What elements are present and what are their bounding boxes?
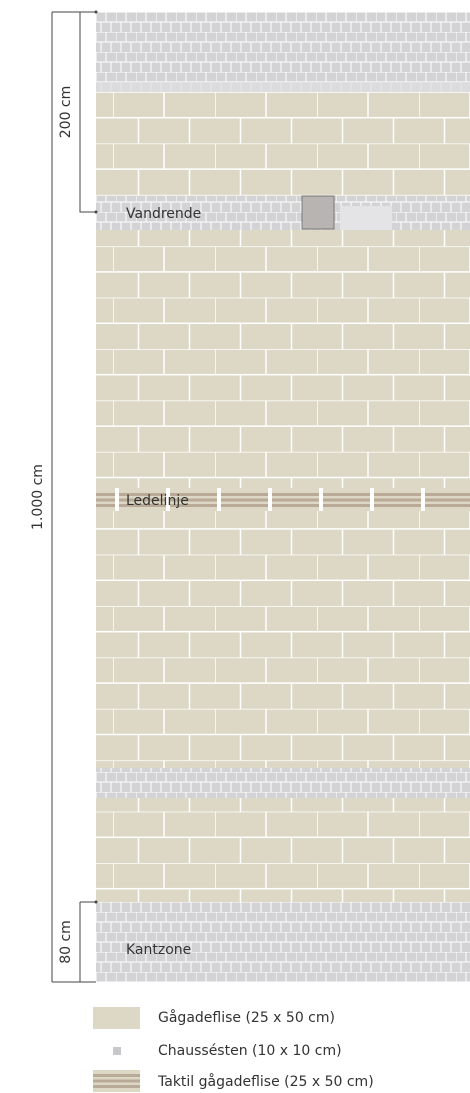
- legend-label: Gågadeflise (25 x 50 cm): [158, 1009, 335, 1026]
- cobble-band: [96, 768, 470, 798]
- legend-label: Taktil gågadeflise (25 x 50 cm): [157, 1073, 374, 1090]
- zone-label: Vandrende: [126, 206, 201, 222]
- dimension-lines: [51, 10, 98, 983]
- legend-stripe: [93, 1079, 140, 1083]
- dim-label: 200 cm: [58, 86, 74, 139]
- cobble-strip: [96, 82, 470, 92]
- legend-stripe: [93, 1085, 140, 1088]
- legend-stripe: [93, 1074, 140, 1077]
- legend-swatch-cobble: [113, 1047, 121, 1055]
- dim-label: 1.000 cm: [30, 464, 46, 530]
- dim-label: 80 cm: [58, 920, 74, 964]
- utility-square: [301, 195, 335, 230]
- cobble-band: [96, 902, 470, 982]
- tactile-row: [96, 488, 470, 511]
- legend-swatch-tactile: [93, 1070, 140, 1092]
- legend-swatch-tile: [93, 1007, 140, 1029]
- dim-top: [79, 12, 96, 213]
- cobble-light: [340, 206, 392, 230]
- dim-dot: [94, 900, 98, 904]
- zone-label: Ledelinje: [126, 493, 189, 509]
- dim-bottom: [79, 901, 96, 982]
- dim-dot: [94, 210, 98, 214]
- legend-label: Chaussésten (10 x 10 cm): [158, 1043, 342, 1059]
- zone-label: Kantzone: [126, 942, 191, 958]
- dim-dot: [94, 10, 98, 14]
- dim-total: [51, 11, 96, 983]
- cobble-band: [96, 196, 470, 230]
- cobble-band: [96, 12, 470, 92]
